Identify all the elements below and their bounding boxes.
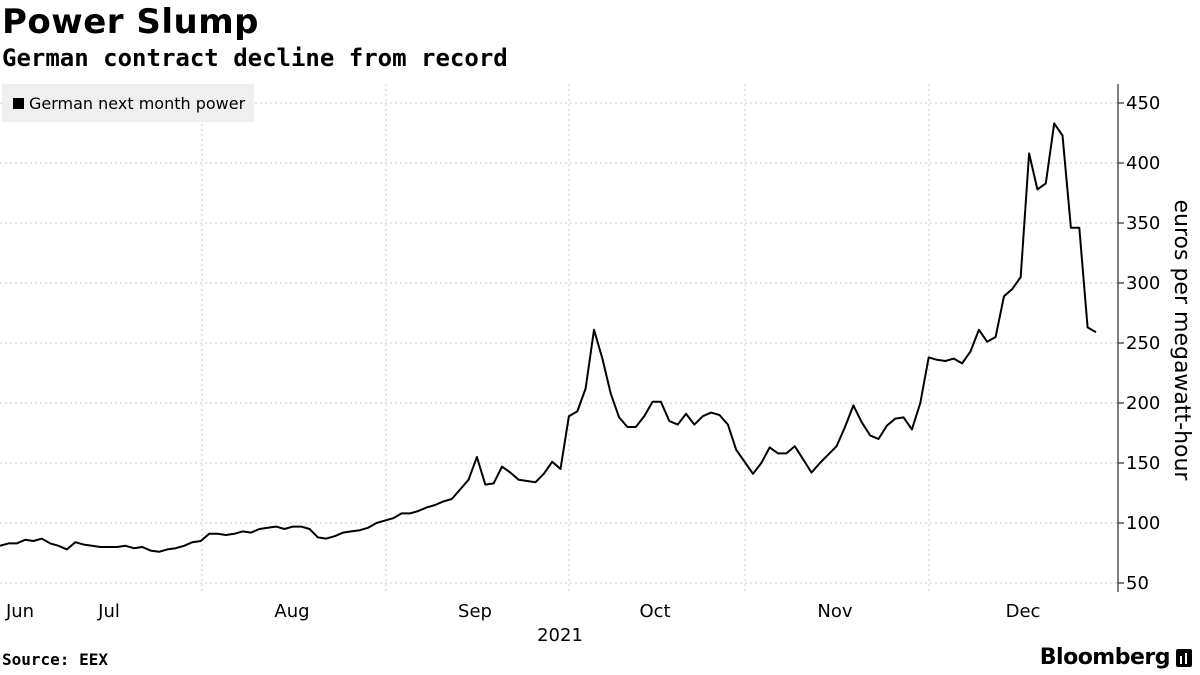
y-tick-label: 350 (1126, 213, 1160, 234)
series-line (0, 122, 1097, 553)
y-tick-label: 300 (1126, 273, 1160, 294)
legend: German next month power (2, 84, 254, 122)
x-tick-label: Oct (639, 601, 670, 622)
x-axis-label: 2021 (537, 625, 583, 646)
x-tick-label: Sep (458, 601, 492, 622)
brand-logo: Bloomberg (1039, 645, 1171, 670)
y-tick-label: 50 (1126, 573, 1149, 594)
y-tick-label: 250 (1126, 333, 1160, 354)
y-tick-label: 150 (1126, 453, 1160, 474)
chart-title: Power Slump (2, 2, 259, 42)
y-tick-label: 200 (1126, 393, 1160, 414)
legend-swatch (13, 97, 24, 109)
legend-label: German next month power (29, 93, 246, 113)
x-tick-label: Nov (817, 601, 852, 622)
x-tick-label: Dec (1006, 601, 1041, 622)
x-tick-label: Jun (5, 601, 34, 622)
x-tick-label: Jul (97, 601, 120, 622)
y-axis-label: euros per megawatt-hour (1169, 200, 1194, 482)
source-note: Source: EEX (2, 650, 108, 669)
y-tick-label: 450 (1126, 93, 1160, 114)
chart-subtitle: German contract decline from record (2, 44, 508, 72)
x-tick-label: Aug (274, 601, 309, 622)
y-tick-label: 100 (1126, 513, 1160, 534)
bloomberg-chart-icon (1176, 649, 1192, 667)
y-tick-label: 400 (1126, 153, 1160, 174)
